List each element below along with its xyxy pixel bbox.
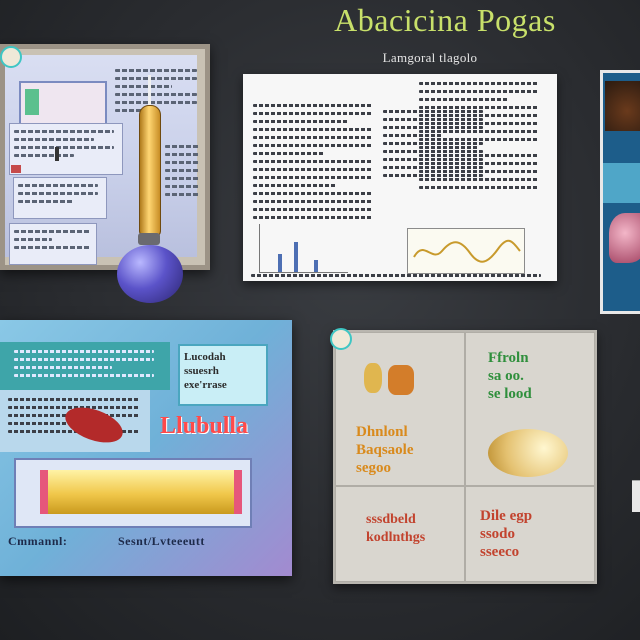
page-subtitle: Lamgoral tlagolo [382, 50, 478, 65]
red-label: Llubulla [160, 413, 249, 439]
blob-icon [609, 213, 640, 263]
egg-illustration [488, 429, 568, 477]
clip-icon [0, 46, 22, 68]
info-badge: Lucodah ssuesrh exe'rrase [178, 344, 268, 406]
grid-board: Dhnlonl Baqsaole segoo Ffroln sa oo. se … [333, 330, 597, 584]
photo-strip [600, 70, 640, 314]
sample-tray [14, 458, 252, 528]
notice-box [9, 123, 123, 175]
grid-cell: Ffroln sa oo. se lood [465, 332, 595, 487]
lab-picture [5, 55, 199, 303]
notice-box [13, 177, 107, 219]
page-title: Abacicina Pogas [334, 2, 556, 38]
paper-panel [243, 74, 557, 281]
clip-icon [330, 328, 352, 350]
notice-box [9, 223, 97, 265]
cell-text: Dile egp ssodo sseeco [480, 508, 533, 561]
lab-picture-panel [0, 44, 210, 303]
grid-cell: Dhnlonl Baqsaole segoo [335, 332, 465, 487]
caption-right: Sesnt/Lvteeeutt [118, 534, 205, 548]
grid-cell: sssdbeld kodlnthgs [335, 486, 465, 582]
cell-text: Dhnlonl Baqsaole segoo [356, 424, 414, 476]
flask-icon [117, 245, 183, 303]
bar-sketch [259, 224, 348, 273]
grid-cell: Dile egp ssodo sseeco [465, 486, 595, 582]
magnifier-tool-icon [139, 105, 161, 237]
blue-ui-board: Lucodah ssuesrh exe'rrase Llubulla Cmman… [0, 320, 292, 576]
line-sketch [407, 228, 525, 274]
caption-left: Cmmannl: [8, 534, 68, 548]
edge-fragment: ▌ [632, 480, 640, 511]
monitor [19, 81, 107, 125]
cell-text: Ffroln sa oo. se lood [488, 350, 532, 402]
cell-text: sssdbeld kodlnthgs [366, 512, 426, 546]
